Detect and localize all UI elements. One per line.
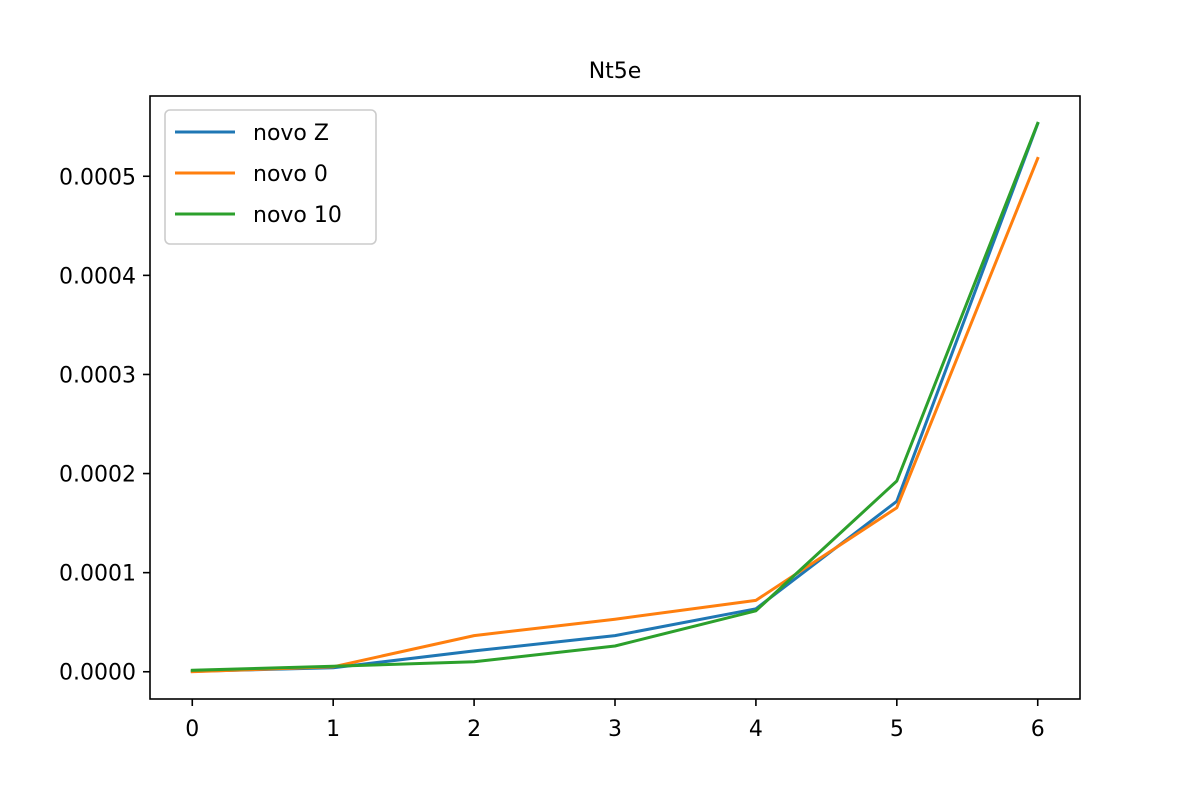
x-axis: 0 1 2 3 4 5 6 bbox=[185, 699, 1045, 742]
y-tick-label: 0.0005 bbox=[59, 165, 136, 190]
y-tick-label: 0.0000 bbox=[59, 661, 136, 686]
x-tick-label: 4 bbox=[749, 717, 763, 742]
legend-label-1: novo 0 bbox=[253, 162, 328, 187]
y-tick-label: 0.0002 bbox=[59, 463, 136, 488]
legend-box bbox=[164, 109, 377, 245]
legend: novo Z novo 0 novo 10 bbox=[164, 109, 377, 245]
legend-label-2: novo 10 bbox=[253, 203, 342, 228]
x-tick-label: 1 bbox=[326, 717, 340, 742]
series-lines bbox=[190, 121, 1040, 674]
x-tick-label: 3 bbox=[608, 717, 622, 742]
legend-label-0: novo Z bbox=[253, 121, 329, 146]
x-tick-label: 5 bbox=[890, 717, 904, 742]
x-tick-label: 0 bbox=[185, 717, 199, 742]
y-tick-label: 0.0004 bbox=[59, 264, 136, 289]
x-tick-label: 2 bbox=[467, 717, 481, 742]
series-line-2 bbox=[190, 121, 1040, 672]
y-axis: 0.0000 0.0001 0.0002 0.0003 0.0004 0.0005 bbox=[59, 165, 150, 686]
y-tick-label: 0.0001 bbox=[59, 562, 136, 587]
x-tick-label: 6 bbox=[1031, 717, 1045, 742]
chart-title: Nt5e bbox=[589, 59, 642, 84]
y-tick-label: 0.0003 bbox=[59, 363, 136, 388]
